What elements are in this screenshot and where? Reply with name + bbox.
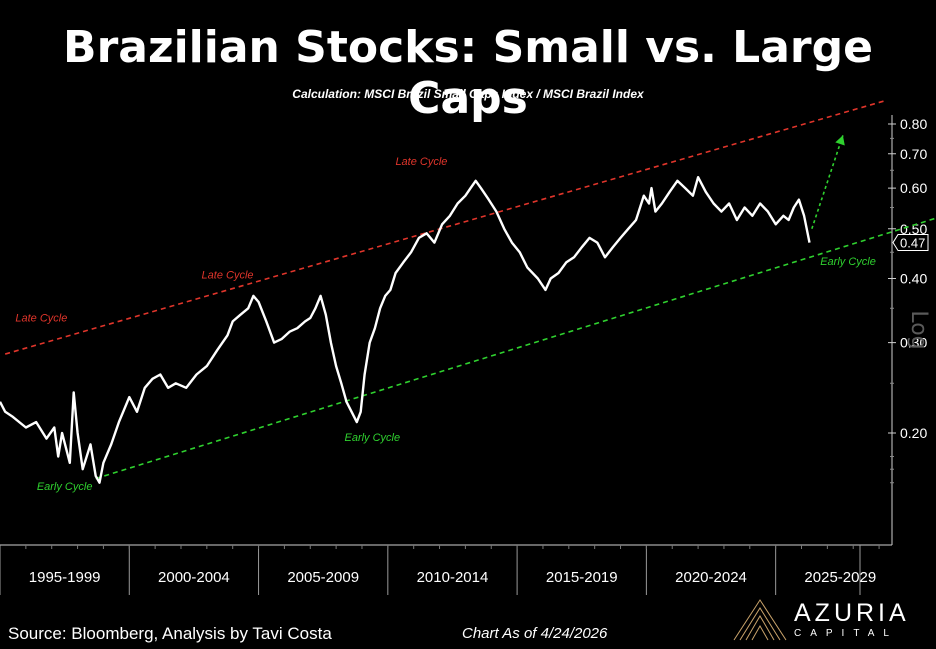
- last-value-box: [892, 234, 929, 252]
- y-tick-label: 0.70: [900, 146, 927, 162]
- cycle-annotation: Late Cycle: [202, 270, 254, 282]
- logo-wordmark: AZURIA: [794, 599, 910, 627]
- x-category-label: 2020-2024: [675, 569, 747, 586]
- company-logo: AZURIA CAPITAL: [730, 596, 930, 646]
- y-tick-label: 0.60: [900, 180, 927, 196]
- last-value-label: 0.47: [900, 236, 925, 251]
- mountain-peaks-icon: [733, 599, 787, 641]
- y-scale-label: Log: [906, 310, 931, 349]
- cycle-annotation: Late Cycle: [15, 312, 67, 324]
- upside-arrow-shaft: [811, 135, 844, 230]
- x-category-label: 1995-1999: [29, 569, 101, 586]
- cycle-annotation: Early Cycle: [820, 256, 876, 268]
- cycle-annotation: Early Cycle: [37, 481, 93, 493]
- source-note: Source: Bloomberg, Analysis by Tavi Cost…: [8, 624, 332, 643]
- chart-subtitle: Calculation: MSCI Brazil Small Caps Inde…: [292, 87, 644, 101]
- x-category-label: 2000-2004: [158, 569, 230, 586]
- y-tick-label: 0.30: [900, 335, 927, 351]
- upside-arrow-head: [835, 135, 845, 146]
- x-category-label: 2025-2029: [804, 569, 876, 586]
- chart-area: 0.80 0.70 0.60 0.50 0.40 0.30 0.20 Log 1995-1999…: [0, 99, 936, 595]
- x-category-label: 2005-2009: [287, 569, 359, 586]
- upper-channel-line: [4, 99, 888, 355]
- y-tick-label: 0.80: [900, 116, 927, 132]
- cycle-annotation: Late Cycle: [395, 156, 447, 168]
- ratio-series-line: [0, 175, 811, 484]
- y-tick-label: 0.20: [900, 425, 927, 441]
- chart-title: Brazilian Stocks: Small vs. Large Caps: [63, 22, 873, 124]
- y-tick-label: 0.40: [900, 271, 927, 287]
- cycle-annotation: Early Cycle: [345, 432, 401, 444]
- as-of-date: Chart As of 4/24/2026: [462, 625, 608, 642]
- logo-subtitle: CAPITAL: [794, 628, 898, 639]
- x-category-label: 2010-2014: [417, 569, 489, 586]
- y-tick-label: 0.50: [900, 221, 927, 237]
- x-category-label: 2015-2019: [546, 569, 618, 586]
- lower-channel-line: [95, 217, 936, 480]
